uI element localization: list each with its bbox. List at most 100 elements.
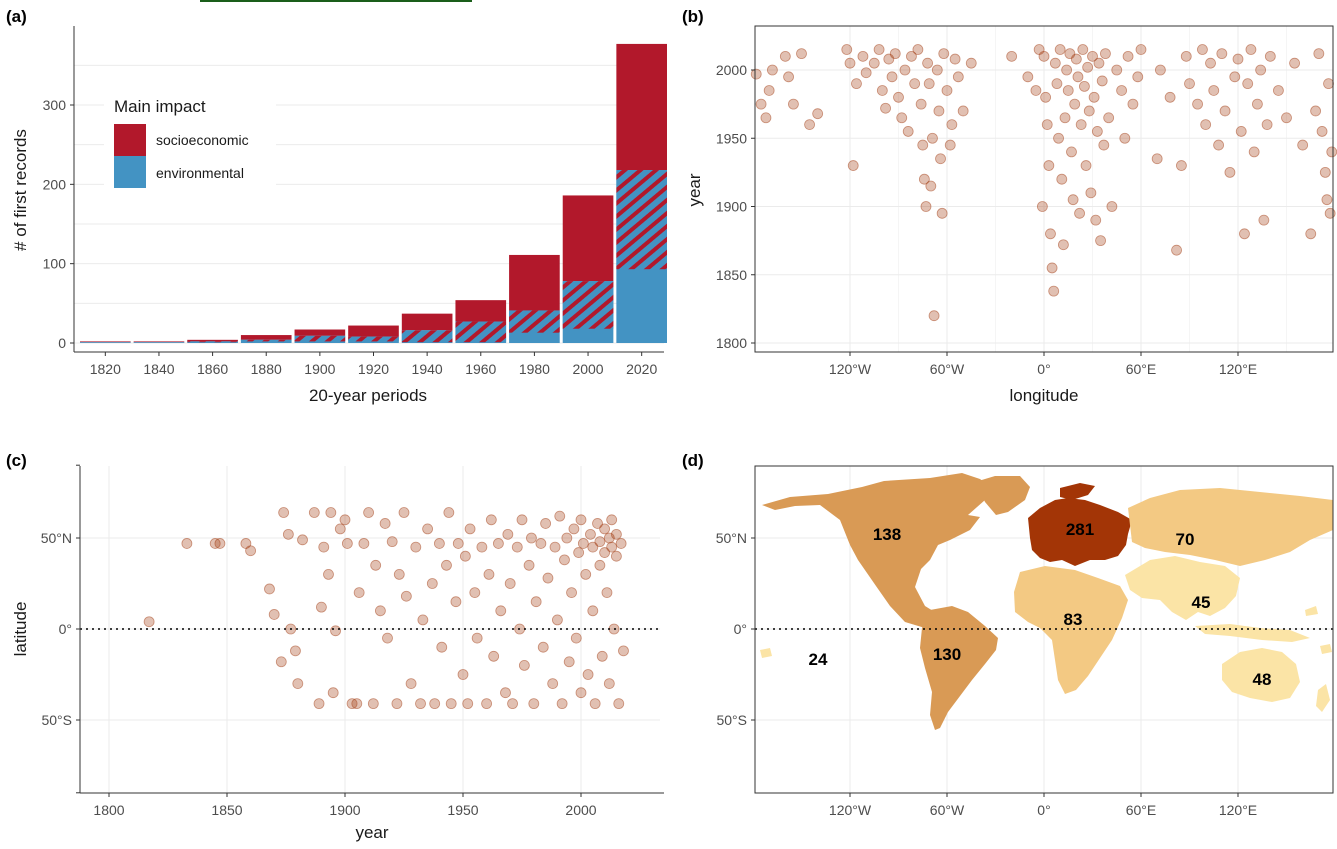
c-point xyxy=(488,650,500,662)
b-point xyxy=(1103,112,1115,124)
c-point xyxy=(540,518,551,529)
c-point xyxy=(570,632,582,644)
b-point xyxy=(796,48,807,60)
b-point xyxy=(1281,112,1292,124)
c-point xyxy=(341,538,353,549)
b-point xyxy=(1122,50,1134,62)
region-new-zealand xyxy=(1316,684,1330,712)
c-xtick-label: 1800 xyxy=(93,802,124,818)
c-point xyxy=(594,559,606,571)
b-point xyxy=(1048,285,1060,297)
a-bars xyxy=(80,43,667,343)
bar-socioeconomic xyxy=(509,254,560,311)
b-point xyxy=(851,78,862,90)
c-point xyxy=(353,587,365,598)
b-point xyxy=(889,48,901,60)
c-point xyxy=(374,605,386,617)
d-xtick-label: 120°W xyxy=(829,802,872,818)
b-point xyxy=(1090,214,1102,226)
c-point xyxy=(363,507,375,518)
b-point xyxy=(1077,44,1089,55)
c-point xyxy=(587,605,599,617)
a-x-ticks: 1820 1840 1860 1880 1900 1920 1940 1960 1980 2000… xyxy=(90,352,657,377)
a-xtick-label: 2020 xyxy=(626,361,657,377)
c-point xyxy=(552,614,563,626)
b-point xyxy=(1054,44,1066,55)
c-point xyxy=(568,523,580,535)
b-y-ticks: 1800 1850 1900 1950 2000 xyxy=(716,62,755,351)
c-point xyxy=(426,578,438,589)
c-point xyxy=(492,538,504,549)
b-point xyxy=(1041,119,1053,130)
b-point xyxy=(1116,85,1127,96)
b-point xyxy=(1213,139,1224,151)
c-point xyxy=(214,538,226,549)
panel-d-label: (d) xyxy=(682,451,704,470)
panel-a-label: (a) xyxy=(6,7,27,26)
c-point xyxy=(386,536,398,548)
c-ytick-label: 50°S xyxy=(41,712,72,728)
b-point xyxy=(927,132,938,144)
c-point xyxy=(582,669,594,680)
c-point xyxy=(292,678,304,689)
bar-socioeconomic xyxy=(240,335,292,340)
c-point xyxy=(450,596,462,608)
c-point xyxy=(415,698,426,710)
b-point xyxy=(763,85,775,96)
b-point xyxy=(938,48,950,60)
b-point xyxy=(1085,187,1097,199)
c-point xyxy=(587,541,599,553)
d-ytick-label: 50°S xyxy=(716,712,747,728)
b-point xyxy=(915,98,927,110)
legend-label-socioeconomic: socioeconomic xyxy=(156,132,249,148)
legend-label-environmental: environmental xyxy=(156,165,244,181)
c-point xyxy=(464,523,476,535)
b-point xyxy=(1096,75,1108,87)
d-xtick-label: 60°W xyxy=(930,802,965,818)
b-point xyxy=(1082,61,1094,73)
c-point xyxy=(615,538,627,549)
bar-socioeconomic xyxy=(133,341,185,343)
b-point xyxy=(1080,160,1092,171)
c-point xyxy=(313,698,325,710)
d-xtick-label: 60°E xyxy=(1126,802,1157,818)
b-point xyxy=(1232,53,1244,65)
b-ytick-label: 1900 xyxy=(716,199,747,215)
b-point xyxy=(1171,244,1182,256)
region-northern-asia xyxy=(1128,488,1333,566)
b-point xyxy=(906,50,917,62)
c-point xyxy=(476,541,488,553)
count-europe: 281 xyxy=(1066,520,1094,539)
b-point xyxy=(941,85,953,96)
c-point xyxy=(308,507,320,518)
a-xtick-label: 1860 xyxy=(197,361,228,377)
c-point xyxy=(290,645,301,657)
c-xtick-label: 1850 xyxy=(211,802,242,818)
b-point xyxy=(812,108,824,120)
region-greenland xyxy=(975,476,1030,515)
b-point xyxy=(1224,166,1236,178)
c-point xyxy=(481,698,493,710)
bar-environmental xyxy=(80,342,131,343)
c-point xyxy=(382,632,393,644)
b-point xyxy=(1289,57,1300,69)
c-ytick-label: 50°N xyxy=(41,530,72,546)
c-point xyxy=(282,528,294,540)
b-point xyxy=(1229,71,1241,83)
panel-d: (d) 50°N0°50°S 120°W 60°W 0° 6 xyxy=(682,451,1334,818)
region-north-america xyxy=(762,473,995,628)
legend-key-environmental xyxy=(114,156,146,188)
b-point xyxy=(1164,91,1176,103)
region-africa xyxy=(1014,566,1128,694)
b-point xyxy=(923,78,935,90)
b-point xyxy=(1111,64,1123,76)
b-point xyxy=(1087,50,1098,62)
a-y-ticks: 0 100 200 300 xyxy=(43,97,74,351)
c-point xyxy=(566,587,577,598)
c-point xyxy=(485,514,497,526)
b-point xyxy=(788,98,799,110)
b-point xyxy=(1264,50,1276,62)
a-xtick-label: 1920 xyxy=(358,361,389,377)
b-point xyxy=(1248,146,1260,158)
b-point xyxy=(944,139,956,151)
